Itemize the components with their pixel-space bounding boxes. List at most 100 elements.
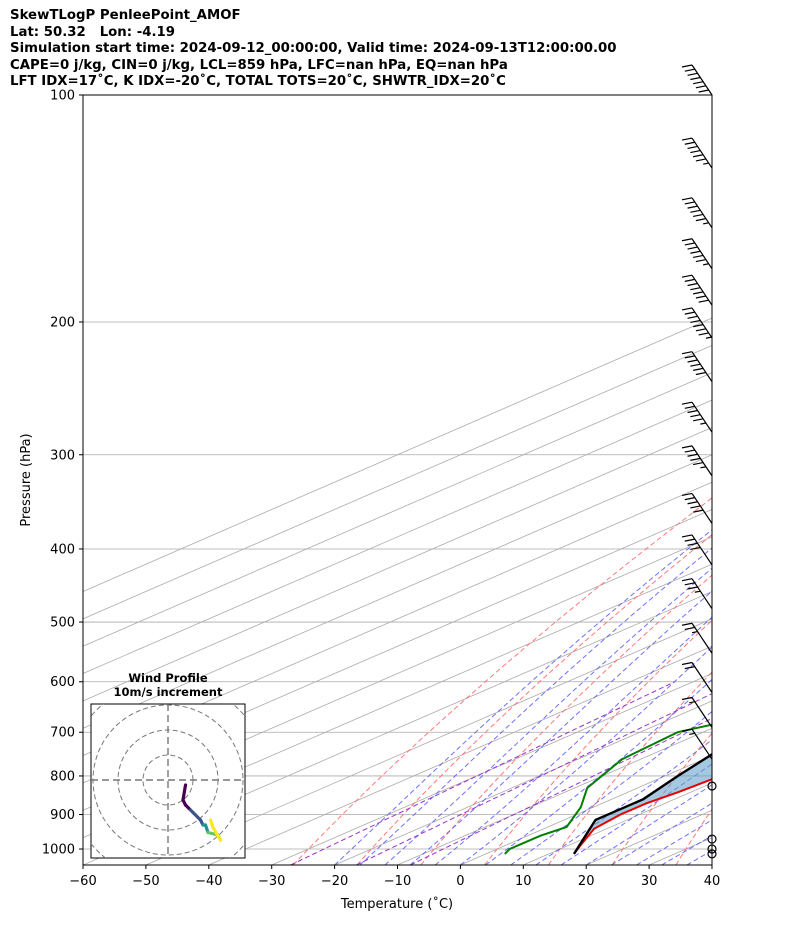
y-tick-label: 100 [50,89,75,104]
hodograph-title-line: Wind Profile [128,671,208,685]
wind-barb-feather [684,666,695,670]
isotherm-gridline [83,591,712,865]
wind-barb-feather [700,466,707,469]
wind-barb-staff [691,445,713,477]
isotherm-gridline [711,864,712,865]
hodograph-segment [181,783,188,802]
wind-barb-feather [689,701,695,704]
wind-barb-feather [690,209,701,213]
isotherm-gridline [648,837,712,865]
isotherm-gridline [83,563,712,839]
x-tick-label: 30 [641,874,658,889]
wind-barb [681,238,713,270]
moist-adiabat-line [737,95,794,865]
moist-adiabat-line [661,835,712,865]
dry-adiabat-line [740,95,794,865]
wind-barb-feather [684,201,695,205]
wind-barb-feather [687,409,698,414]
y-axis-label: Pressure (hPa) [19,433,34,526]
mixing-ratio-line [290,681,676,865]
wind-barb-feather [692,154,704,158]
wind-barb [681,661,713,693]
wind-barb-feather [690,546,701,551]
wind-barb-staff [691,137,713,169]
x-tick-label: 10 [515,874,532,889]
isotherm-gridline [83,372,712,647]
wind-barb-feather [695,295,707,299]
wind-barb-feather [687,246,698,250]
wind-barb-staff [691,274,713,306]
wind-barb [681,578,713,610]
wind-barb-feather [681,728,693,732]
isotherm-gridline [83,426,712,702]
wind-barb-feather [692,81,704,85]
dewpoint-profile-line [504,723,712,855]
moist-adiabat-line [711,864,712,865]
moist-adiabat-line [434,616,712,865]
wind-barb-feather [684,449,695,453]
moist-adiabat-line [359,547,712,865]
wind-barb-feather [684,538,695,542]
y-tick-label: 800 [50,769,75,784]
wind-barb [681,492,713,524]
wind-barb-staff [691,493,713,524]
x-tick-label: 20 [578,874,595,889]
x-tick-label: −50 [132,874,159,889]
dry-adiabat-line [484,619,712,865]
wind-barb-feather [681,64,693,68]
wind-barb-feather [695,85,707,89]
wind-barb-feather [690,149,701,154]
wind-barb-feather [690,414,701,418]
wind-barb-feather [684,278,695,282]
wind-barb-staff [691,197,713,229]
wind-barb-feather [684,497,695,501]
wind-barb-feather [687,282,698,287]
title-line-location: Lat: 50.32 Lon: -4.19 [10,24,176,40]
wind-barb-staff [691,662,713,693]
wind-barb-feather [684,242,695,246]
title-line-times: Simulation start time: 2024-09-12_00:00:… [10,41,617,56]
wind-barb-staff [691,697,713,728]
wind-barb-staff [691,238,713,270]
y-tick-label: 1000 [42,843,75,858]
isotherm-gridline [334,700,712,865]
x-tick-label: −30 [258,874,285,889]
x-tick-label: −10 [384,874,411,889]
parcel-profile-line [572,752,712,855]
wind-barb-feather [684,68,695,72]
y-tick-label: 900 [50,808,75,823]
wind-barb-feather [681,274,693,278]
dry-adiabat-line [420,574,712,865]
wind-barb-feather [684,141,695,145]
x-tick-label: 40 [704,874,721,889]
x-tick-label: −20 [321,874,348,889]
wind-barb-staff [691,307,713,339]
wind-barb-feather [690,457,701,461]
wind-barb-feather [690,287,701,291]
wind-barb-feather [689,732,695,736]
wind-barb-feather [692,461,704,466]
moist-adiabat-line [485,678,712,865]
wind-barb-feather [681,197,693,201]
wind-barb-feather [687,359,698,363]
hodograph-segment [211,825,223,842]
dry-adiabat-line [675,808,712,865]
isotherm-gridline [83,317,712,592]
wind-barb-feather [684,355,695,359]
wind-barb-feather [690,250,701,254]
wind-barb [681,534,713,566]
hodograph-rings [91,704,245,858]
y-tick-label: 700 [50,726,75,741]
moist-adiabat-line [585,784,712,865]
wind-barb-feather [698,332,709,336]
hodograph-segment [208,818,215,830]
wind-barb [681,307,713,339]
isotherm-gridline [208,645,712,865]
wind-barb [681,728,713,760]
wind-barb-feather [690,319,701,324]
wind-barb-feather [703,263,709,266]
wind-barb-feather [695,158,707,162]
title-line-station: SkewTLogP PenleePoint_AMOF [10,8,241,23]
mixing-ratio-line [410,717,712,865]
wind-barb [681,622,713,654]
